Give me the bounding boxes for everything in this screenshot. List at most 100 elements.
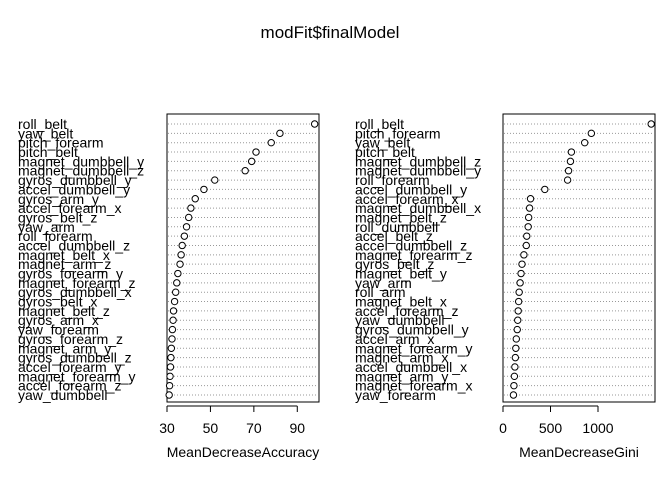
gini-row-label: magnet_dumbbell_y (355, 163, 481, 179)
gini-row-label: accel_dumbbell_z (355, 237, 467, 253)
accuracy-row-label: magnet_arm_y (18, 340, 111, 356)
accuracy-x-tick-label: 30 (159, 420, 175, 436)
accuracy-point (173, 279, 181, 287)
accuracy-x-tick-label: 50 (203, 420, 219, 436)
accuracy-point (177, 251, 185, 259)
gini-row-label: magnet_belt_y (355, 266, 447, 282)
gini-point (512, 344, 520, 352)
gini-row-label: gyros_belt_z (355, 256, 434, 272)
gini-point (563, 176, 572, 184)
accuracy-x-tick-label: 70 (246, 420, 262, 436)
gini-row-label: yaw_arm (355, 275, 412, 291)
accuracy-x-tick-label: 90 (289, 420, 305, 436)
gini-point (516, 279, 524, 287)
accuracy-row-label: accel_forearm_y (18, 359, 122, 375)
chart-title: modFit$finalModel (261, 23, 400, 42)
accuracy-point (191, 195, 199, 203)
gini-row-label: gyros_dumbbell_y (355, 322, 469, 338)
accuracy-row-label: magnet_belt_z (18, 303, 110, 319)
gini-point (526, 195, 535, 203)
gini-row-label: yaw_forearm (355, 387, 436, 403)
accuracy-point (252, 148, 260, 156)
gini-row-label: magnet_belt_z (355, 209, 447, 225)
gini-row-label: roll_forearm (355, 172, 430, 188)
accuracy-point (171, 288, 180, 296)
gini-row-label: roll_arm (355, 284, 406, 300)
gini-point (522, 241, 530, 250)
accuracy-row-label: magnet_dumbbell_z (18, 163, 144, 179)
gini-row-label: magnet_forearm_z (355, 247, 473, 263)
gini-row-label: roll_belt (355, 116, 404, 132)
gini-x-tick-label: 1000 (582, 420, 613, 436)
accuracy-point (168, 335, 176, 343)
accuracy-point (174, 269, 182, 278)
accuracy-row-label: accel_forearm_z (18, 378, 122, 394)
gini-row-label: pitch_belt (355, 144, 415, 160)
gini-point (511, 363, 519, 371)
gini-point (587, 129, 596, 138)
gini-point (581, 138, 589, 147)
accuracy-row-label: accel_dumbbell_y (18, 181, 130, 197)
accuracy-point (247, 157, 256, 166)
gini-panel: roll_beltpitch_forearmyaw_beltpitch_belt… (355, 113, 656, 460)
gini-plot-box (502, 113, 656, 403)
gini-point (520, 251, 528, 259)
accuracy-point (211, 176, 219, 184)
gini-row-label: magnet_forearm_x (355, 378, 473, 394)
gini-row-label: accel_arm_x (355, 331, 434, 347)
accuracy-row-label: gyros_dumbbell_y (18, 172, 132, 188)
gini-point (541, 185, 549, 194)
accuracy-point (182, 223, 191, 231)
accuracy-plot-box (166, 113, 320, 403)
gini-point (509, 391, 518, 399)
accuracy-point (167, 353, 175, 362)
gini-row-label: magnet_arm_y (355, 368, 448, 384)
accuracy-panel: roll_beltyaw_beltpitch_forearmpitch_belt… (18, 113, 320, 460)
gini-row-label: magnet_dumbbell_x (355, 200, 481, 216)
gini-point (511, 353, 520, 362)
accuracy-row-label: magnet_dumbbell_y (18, 153, 144, 169)
gini-point (515, 288, 523, 296)
gini-point (564, 167, 573, 175)
gini-point (510, 372, 519, 381)
accuracy-row-label: roll_belt (18, 116, 67, 132)
gini-x-tick-label: 0 (499, 420, 507, 436)
accuracy-row-label: gyros_dumbbell_z (18, 350, 132, 366)
gini-row-label: magnet_dumbbell_z (355, 153, 481, 169)
accuracy-point (170, 297, 179, 306)
accuracy-point (169, 307, 178, 315)
accuracy-point (241, 167, 249, 175)
gini-x-tick-label: 500 (539, 420, 563, 436)
gini-point (647, 120, 655, 128)
accuracy-point (310, 120, 319, 128)
accuracy-point (167, 344, 176, 352)
gini-row-label: pitch_forearm (355, 125, 441, 141)
gini-point (524, 223, 532, 231)
gini-row-label: roll_dumbbell (355, 219, 438, 235)
gini-row-label: accel_forearm_x (355, 191, 459, 207)
accuracy-point (180, 232, 189, 240)
gini-row-label: accel_forearm_z (355, 303, 459, 319)
accuracy-row-label: yaw_arm (18, 219, 75, 235)
gini-point (514, 307, 522, 315)
gini-row-label: magnet_forearm_y (355, 340, 473, 356)
gini-point (567, 148, 576, 156)
accuracy-row-label: pitch_forearm (18, 135, 104, 151)
gini-row-label: yaw_dumbbell (355, 312, 445, 328)
accuracy-point (185, 213, 193, 222)
gini-point (523, 232, 531, 240)
accuracy-point (168, 325, 177, 334)
gini-point (566, 157, 575, 166)
accuracy-point (165, 391, 173, 399)
gini-point (524, 213, 533, 222)
gini-point (518, 260, 526, 268)
accuracy-point (200, 185, 208, 194)
gini-row-label: accel_dumbbell_x (355, 359, 467, 375)
accuracy-row-label: accel_dumbbell_z (18, 237, 130, 253)
accuracy-row-label: pitch_belt (18, 144, 78, 160)
accuracy-row-label: magnet_forearm_y (18, 368, 136, 384)
accuracy-row-label: gyros_forearm_y (18, 266, 123, 282)
accuracy-point (169, 316, 177, 324)
accuracy-row-label: gyros_arm_y (18, 191, 99, 207)
accuracy-point (176, 260, 184, 268)
